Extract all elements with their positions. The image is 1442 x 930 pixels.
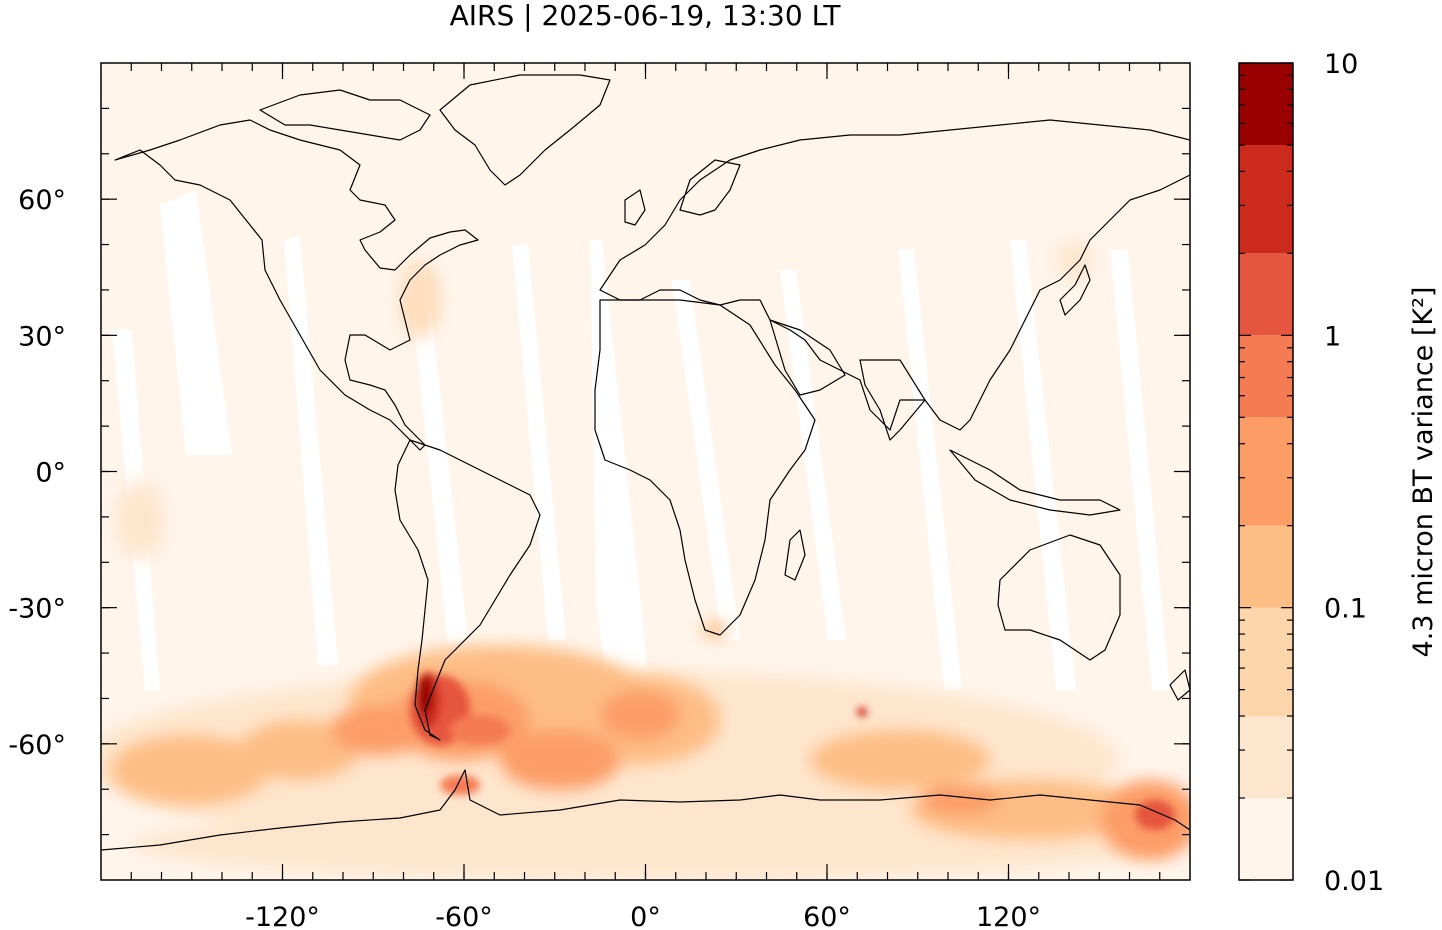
x-tick-label: 120°: [976, 902, 1041, 930]
colorbar-tick-label: 10: [1324, 49, 1358, 80]
coast-arabia: [769, 319, 846, 396]
coast-uk: [624, 189, 646, 226]
orbit-gap-1: [160, 190, 232, 455]
map-tick-labels: -120° -60° 0° 60° 120° 60° 30° 0° -30° -60°: [8, 185, 1041, 930]
coast-india: [859, 359, 926, 441]
colorbar-level-5: [1239, 417, 1293, 526]
coast-new-zealand: [1169, 669, 1190, 701]
x-tick-label: -60°: [435, 902, 493, 930]
x-tick-label: -120°: [245, 902, 320, 930]
orbit-gap-8: [780, 270, 846, 640]
colorbar-label: 4.3 micron BT variance [K²]: [1408, 287, 1439, 658]
colorbar-level-9: [1239, 63, 1293, 145]
x-tick-label: 0°: [630, 902, 661, 930]
y-tick-label: -30°: [8, 594, 66, 625]
map-panel: [101, 63, 1190, 880]
orbit-gap-11: [1110, 250, 1170, 690]
y-tick-label: -60°: [8, 730, 66, 761]
coast-north-america: [114, 119, 479, 451]
y-tick-label: 60°: [18, 185, 66, 216]
map-ticks: [101, 63, 1190, 880]
coast-antarctica: [101, 769, 1190, 851]
orbit-gap-7: [672, 280, 740, 640]
colorbar-level-6: [1239, 335, 1293, 418]
colorbar-ticks: [1239, 62, 1293, 881]
coast-africa: [594, 299, 816, 636]
coast-greenland: [439, 74, 611, 186]
orbit-gaps: [112, 190, 1170, 700]
coast-japan: [1059, 264, 1091, 316]
coast-south-america: [394, 439, 541, 741]
colorbar: [1239, 63, 1293, 880]
colorbar-tick-label: 1: [1324, 321, 1341, 352]
colorbar-tick-labels: 10 1 0.1 0.01: [1324, 49, 1384, 897]
coastlines: [101, 74, 1190, 851]
orbit-gap-3: [284, 235, 338, 665]
orbit-gap-6: [590, 240, 650, 700]
coast-madagascar: [784, 529, 806, 581]
colorbar-level-2: [1239, 716, 1293, 799]
colorbar-level-7: [1239, 253, 1293, 336]
colorbar-level-8: [1239, 144, 1293, 254]
coast-canada-islands: [259, 89, 431, 141]
coast-scandinavia: [679, 159, 741, 216]
coast-europe-asia: [599, 119, 1190, 431]
orbit-gap-4: [408, 265, 468, 645]
colorbar-tick-label: 0.1: [1324, 594, 1367, 625]
x-tick-label: 60°: [803, 902, 851, 930]
plot-title: AIRS | 2025-06-19, 13:30 LT: [449, 0, 841, 32]
orbit-gap-9: [898, 250, 962, 690]
orbit-gap-10: [1010, 240, 1076, 690]
colorbar-level-4: [1239, 525, 1293, 608]
coast-australia: [997, 534, 1121, 661]
y-tick-label: 0°: [35, 458, 66, 489]
colorbar-level-1: [1239, 798, 1293, 880]
y-tick-label: 30°: [18, 321, 66, 352]
orbit-gap-5: [512, 245, 566, 640]
colorbar-level-3: [1239, 607, 1293, 717]
coast-indonesia: [949, 449, 1121, 516]
colorbar-frame: [1238, 62, 1294, 881]
variance-field-mid: [110, 645, 1190, 860]
colorbar-tick-label: 0.01: [1324, 866, 1384, 897]
variance-field-high: [410, 672, 1175, 830]
